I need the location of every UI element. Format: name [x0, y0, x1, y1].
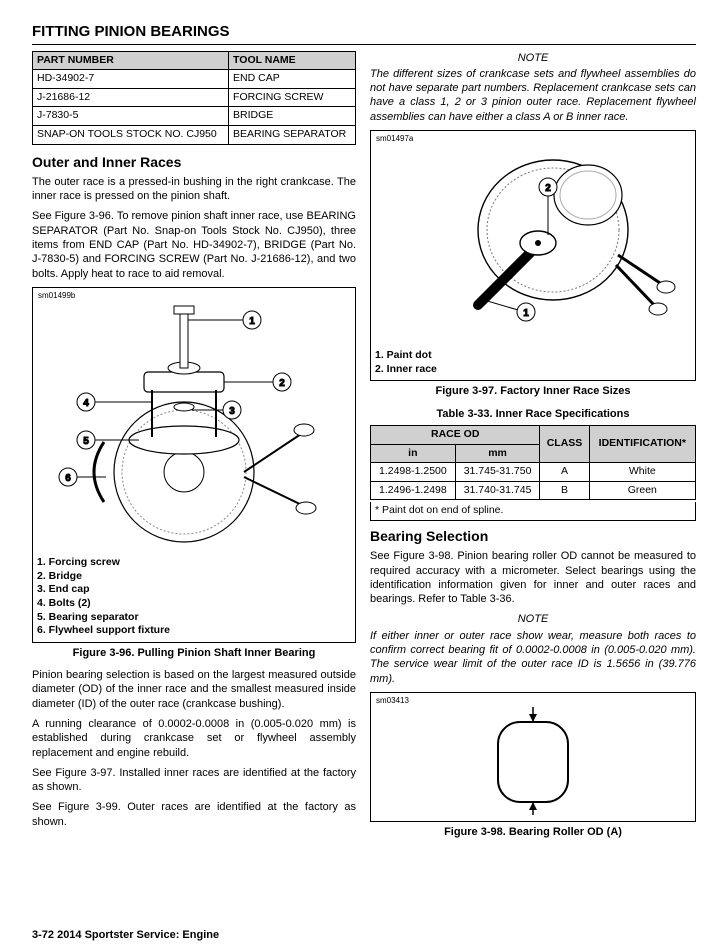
- figure-id: sm01497a: [376, 134, 413, 144]
- figure-3-97: sm01497a 1 2: [370, 130, 696, 381]
- note-label: NOTE: [370, 612, 696, 626]
- th-mm: mm: [455, 444, 540, 463]
- figure-id: sm01499b: [38, 291, 75, 301]
- legend-item: 1. Paint dot: [375, 349, 691, 363]
- legend-item: 2. Inner race: [375, 363, 691, 377]
- left-column: PART NUMBER TOOL NAME HD-34902-7END CAP …: [32, 51, 356, 848]
- svg-text:2: 2: [279, 378, 285, 389]
- th-race-od: RACE OD: [371, 425, 540, 444]
- paragraph: See Figure 3-98. Pinion bearing roller O…: [370, 549, 696, 606]
- page-title: FITTING PINION BEARINGS: [32, 22, 696, 45]
- paragraph: A running clearance of 0.0002-0.0008 in …: [32, 717, 356, 760]
- table-cell: 31.740-31.745: [455, 481, 540, 500]
- table-cell: BEARING SEPARATOR: [229, 126, 356, 145]
- table-cell: A: [540, 463, 589, 482]
- table-cell: J-7830-5: [33, 107, 229, 126]
- table-cell: J-21686-12: [33, 88, 229, 107]
- paragraph: See Figure 3-99. Outer races are identif…: [32, 800, 356, 829]
- svg-text:1: 1: [249, 316, 255, 327]
- table-cell: FORCING SCREW: [229, 88, 356, 107]
- figure-97-caption: Figure 3-97. Factory Inner Race Sizes: [370, 384, 696, 398]
- table-cell: 1.2496-1.2498: [371, 481, 456, 500]
- note-label: NOTE: [370, 51, 696, 65]
- legend-item: 6. Flywheel support fixture: [37, 624, 351, 638]
- right-column: NOTE The different sizes of crankcase se…: [370, 51, 696, 848]
- figure-97-diagram: 1 2: [388, 135, 678, 345]
- table-cell: 1.2498-1.2500: [371, 463, 456, 482]
- note-body: If either inner or outer race show wear,…: [370, 629, 696, 686]
- th-in: in: [371, 444, 456, 463]
- figure-96-diagram: 1 2 3 4 5 6: [44, 292, 344, 552]
- svg-text:5: 5: [83, 436, 89, 447]
- figure-3-96: sm01499b: [32, 287, 356, 643]
- table-cell: END CAP: [229, 70, 356, 89]
- th-tool-name: TOOL NAME: [229, 51, 356, 70]
- paragraph: The outer race is a pressed-in bushing i…: [32, 175, 356, 204]
- figure-98-caption: Figure 3-98. Bearing Roller OD (A): [370, 825, 696, 839]
- table-33-caption: Table 3-33. Inner Race Specifications: [370, 407, 696, 421]
- part-number-table: PART NUMBER TOOL NAME HD-34902-7END CAP …: [32, 51, 356, 145]
- figure-98-diagram: [388, 697, 678, 817]
- table-cell: HD-34902-7: [33, 70, 229, 89]
- inner-race-spec-table: RACE OD CLASS IDENTIFICATION* in mm 1.24…: [370, 425, 696, 501]
- legend-item: 4. Bolts (2): [37, 597, 351, 611]
- figure-3-98: sm03413: [370, 692, 696, 822]
- svg-text:2: 2: [545, 183, 551, 194]
- page-footer: 3-72 2014 Sportster Service: Engine: [32, 928, 219, 942]
- legend-item: 3. End cap: [37, 583, 351, 597]
- bearing-selection-heading: Bearing Selection: [370, 527, 696, 545]
- svg-text:1: 1: [523, 308, 529, 319]
- th-class: CLASS: [540, 425, 589, 462]
- svg-text:3: 3: [229, 406, 235, 417]
- table-cell: White: [589, 463, 695, 482]
- figure-96-caption: Figure 3-96. Pulling Pinion Shaft Inner …: [32, 646, 356, 660]
- table-cell: B: [540, 481, 589, 500]
- table-cell: Green: [589, 481, 695, 500]
- th-identification: IDENTIFICATION*: [589, 425, 695, 462]
- figure-id: sm03413: [376, 696, 409, 706]
- figure-96-legend: 1. Forcing screw 2. Bridge 3. End cap 4.…: [37, 556, 351, 638]
- note-body: The different sizes of crankcase sets an…: [370, 67, 696, 124]
- table-cell: SNAP-ON TOOLS STOCK NO. CJ950: [33, 126, 229, 145]
- paragraph: See Figure 3-97. Installed inner races a…: [32, 766, 356, 795]
- table-cell: BRIDGE: [229, 107, 356, 126]
- paragraph: Pinion bearing selection is based on the…: [32, 668, 356, 711]
- figure-97-legend: 1. Paint dot 2. Inner race: [375, 349, 691, 376]
- outer-inner-races-heading: Outer and Inner Races: [32, 153, 356, 171]
- legend-item: 5. Bearing separator: [37, 611, 351, 625]
- table-33-footnote: * Paint dot on end of spline.: [370, 502, 696, 521]
- legend-item: 2. Bridge: [37, 570, 351, 584]
- table-cell: 31.745-31.750: [455, 463, 540, 482]
- paragraph: See Figure 3-96. To remove pinion shaft …: [32, 209, 356, 280]
- svg-text:6: 6: [65, 473, 71, 484]
- svg-text:4: 4: [83, 398, 89, 409]
- legend-item: 1. Forcing screw: [37, 556, 351, 570]
- th-part-number: PART NUMBER: [33, 51, 229, 70]
- two-column-layout: PART NUMBER TOOL NAME HD-34902-7END CAP …: [32, 51, 696, 848]
